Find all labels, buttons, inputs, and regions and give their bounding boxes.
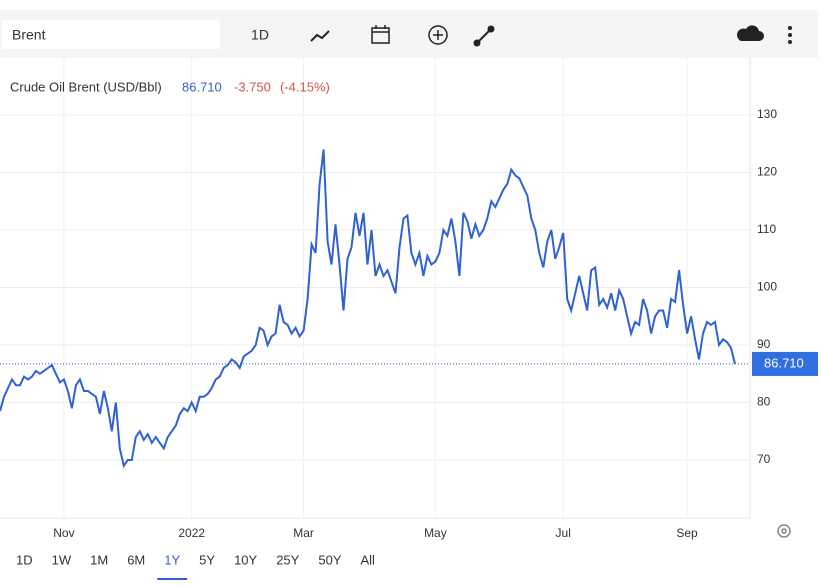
range-button[interactable]: 5Y [199, 552, 215, 567]
x-tick-label: Jul [556, 526, 571, 540]
add-icon[interactable] [428, 25, 448, 45]
change-pct: (-4.15%) [280, 79, 330, 94]
range-button[interactable]: 25Y [276, 552, 299, 567]
range-button[interactable]: 50Y [318, 552, 341, 567]
series-name: Crude Oil Brent (USD/Bbl) [10, 79, 162, 94]
search-box[interactable] [2, 20, 220, 49]
change: -3.750 [234, 79, 271, 94]
settings-icon[interactable] [777, 524, 791, 538]
range-button[interactable]: 1Y [164, 552, 180, 567]
y-tick-label: 80 [757, 395, 771, 409]
y-tick-label: 110 [757, 222, 776, 236]
range-button[interactable]: 6M [127, 552, 145, 567]
range-button[interactable]: 1M [90, 552, 108, 567]
x-tick-label: Nov [53, 526, 74, 540]
price-line [0, 149, 736, 469]
interval-button[interactable]: 1D [251, 27, 269, 43]
price: 86.710 [182, 79, 222, 94]
active-underline [157, 578, 188, 580]
y-tick-label: 100 [757, 280, 777, 294]
last-price-label: 86.710 [764, 355, 804, 370]
y-tick-label: 90 [757, 337, 771, 351]
range-button[interactable]: 1D [16, 552, 33, 567]
y-tick-label: 70 [757, 452, 771, 466]
draw-icon[interactable] [473, 25, 495, 47]
x-tick-label: Sep [676, 526, 698, 540]
calendar-icon[interactable] [371, 25, 390, 44]
menu-icon[interactable] [788, 26, 792, 44]
range-button[interactable]: 1W [52, 552, 72, 567]
chart-type-icon[interactable] [310, 30, 330, 42]
last-price-box [752, 351, 818, 376]
symbol-input[interactable]: Brent [12, 27, 46, 43]
download-icon[interactable] [737, 25, 764, 41]
x-tick-label: 2022 [178, 526, 205, 540]
y-tick-label: 120 [757, 165, 777, 179]
range-button[interactable]: 10Y [234, 552, 257, 567]
x-tick-label: May [424, 526, 447, 540]
x-tick-label: Mar [293, 526, 314, 540]
range-button[interactable]: All [360, 552, 375, 567]
y-tick-label: 130 [757, 107, 777, 121]
